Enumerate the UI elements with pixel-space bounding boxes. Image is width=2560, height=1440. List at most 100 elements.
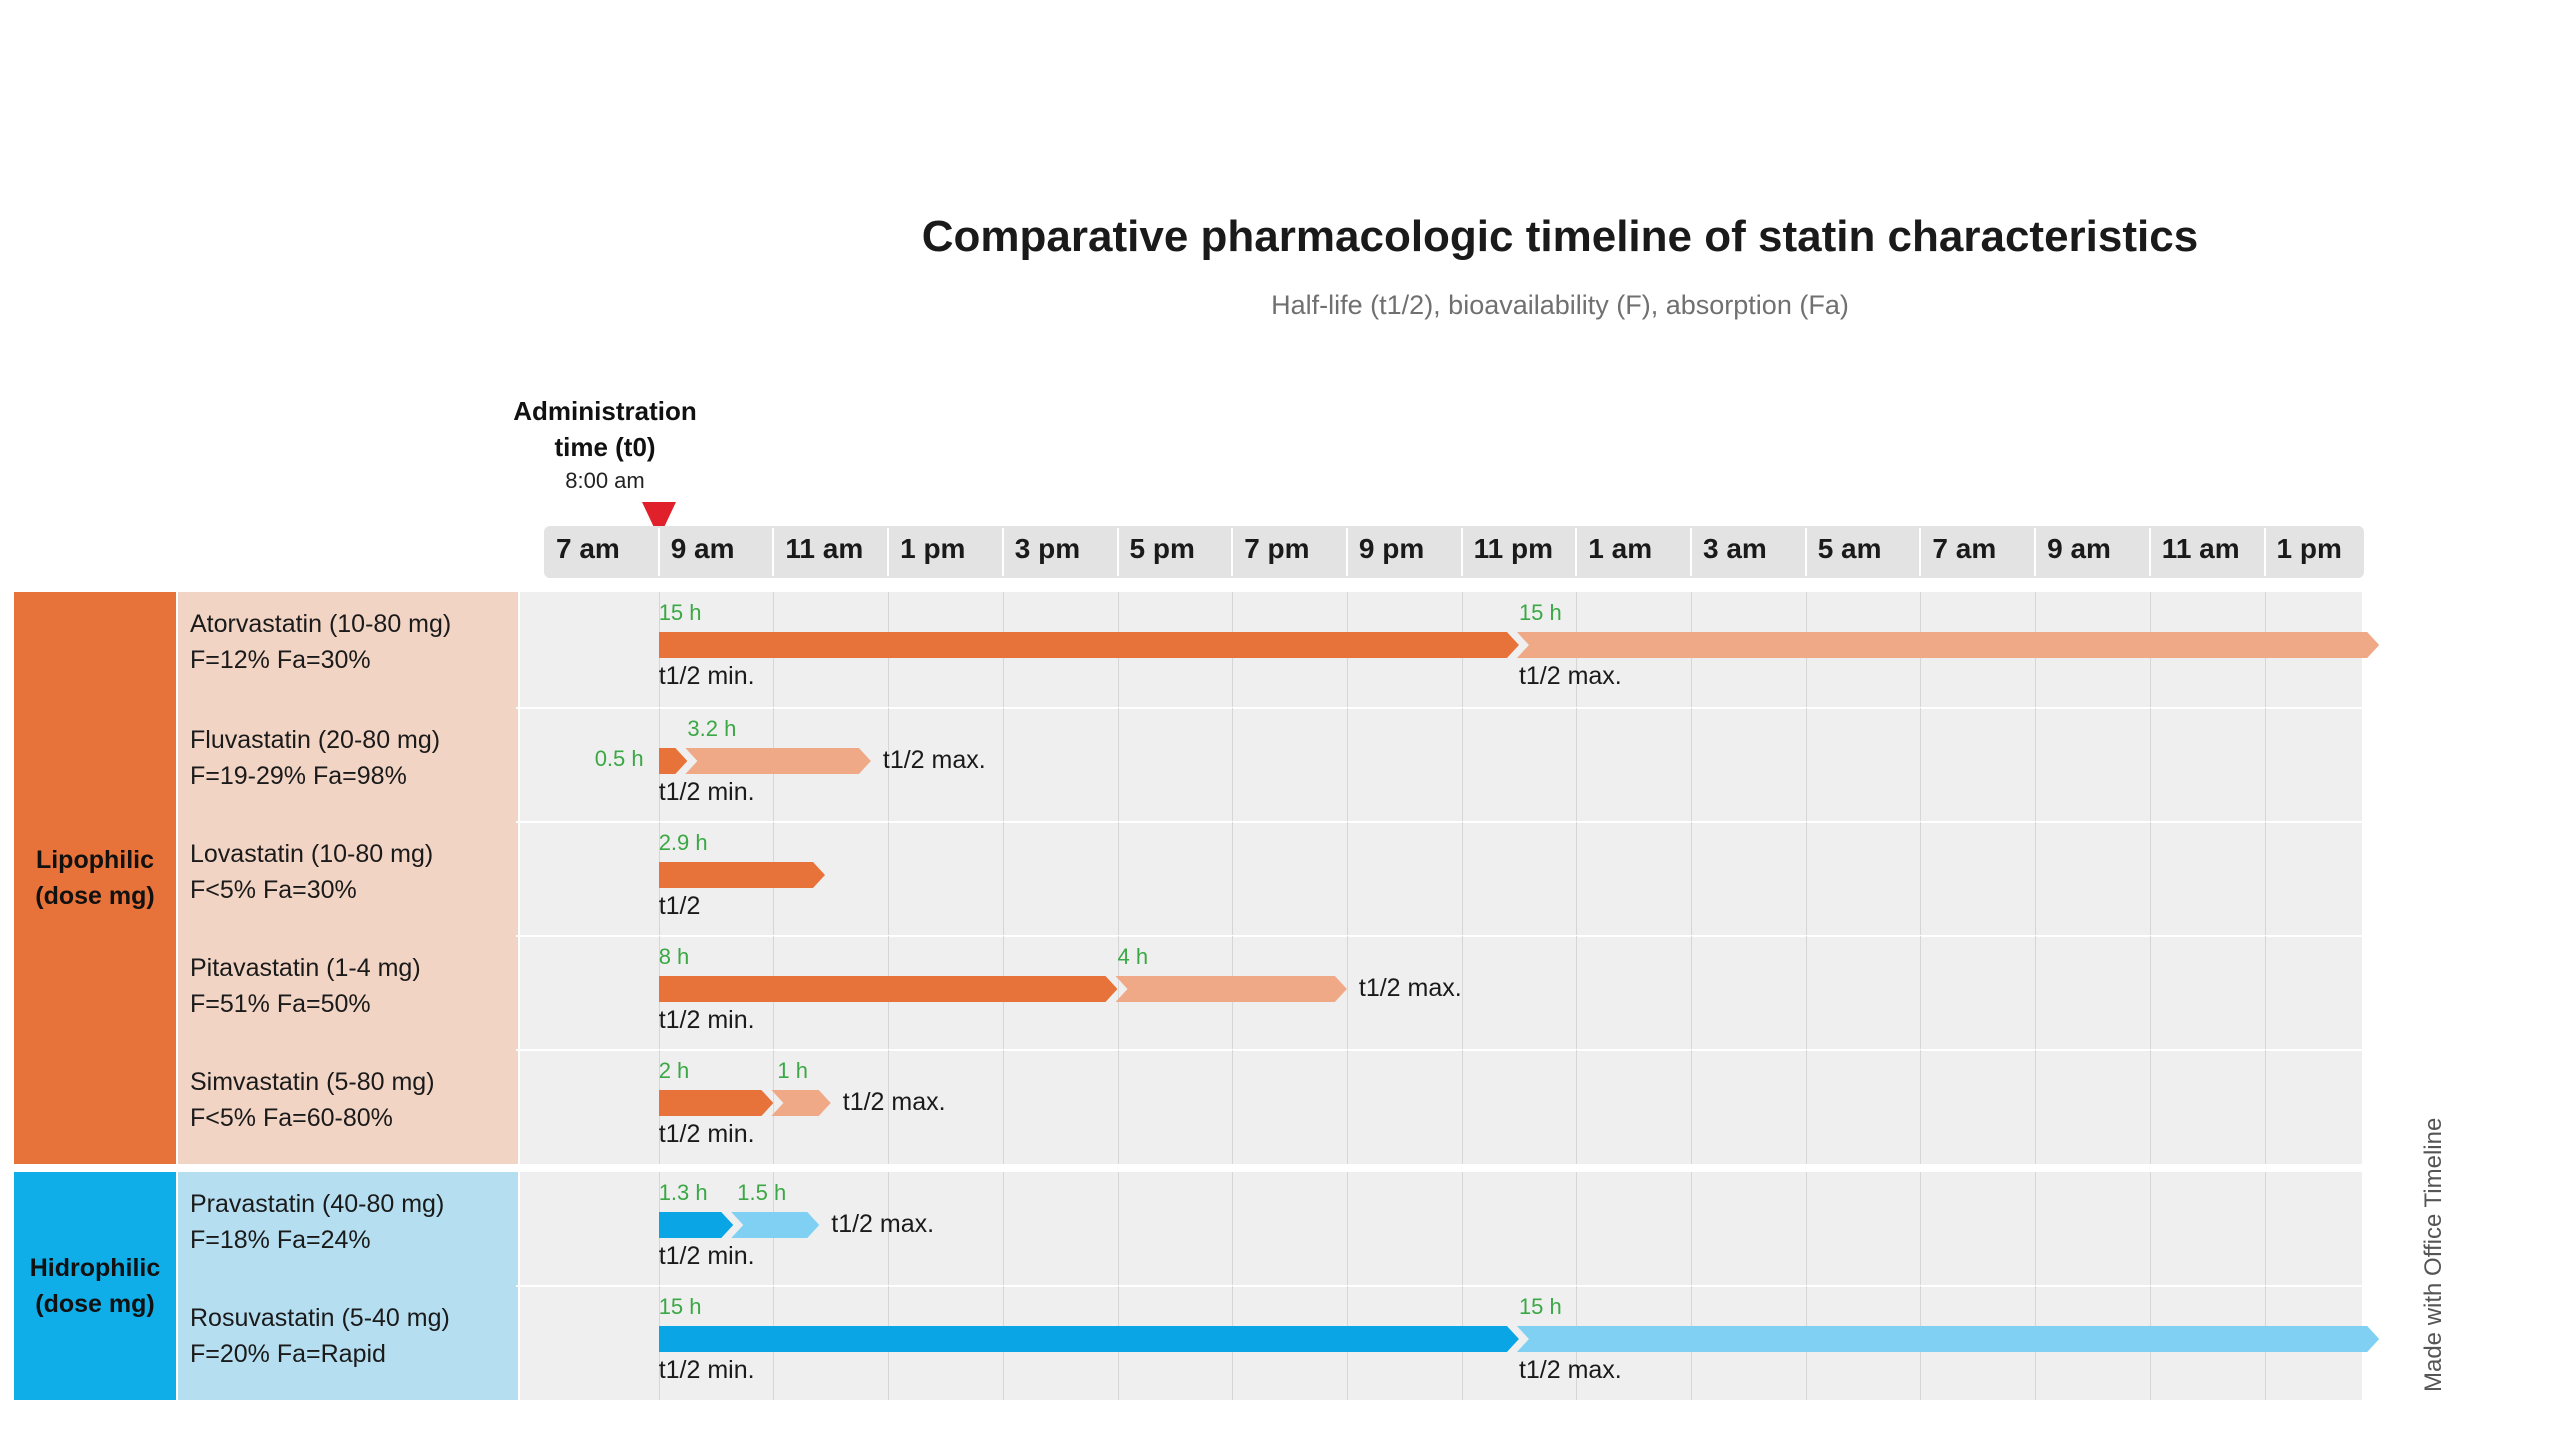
axis-tick-separator	[657, 528, 660, 576]
axis-tick-label: 9 pm	[1358, 533, 1425, 564]
half-life-max-bar	[731, 1212, 819, 1238]
grid-line	[1461, 936, 1463, 1050]
grid-line	[1346, 936, 1348, 1050]
half-life-max-bar	[1517, 1326, 2379, 1352]
axis-tick-label: 11 am	[2161, 533, 2240, 564]
row-label-panel	[178, 708, 518, 822]
half-life-min-bar	[659, 632, 1519, 658]
grid-line	[1346, 1172, 1348, 1286]
axis-tick-separator	[1919, 528, 1922, 576]
half-life-max-value: 1.5 h	[737, 1180, 787, 1205]
grid-line	[1232, 1050, 1234, 1164]
grid-line	[888, 1050, 890, 1164]
group-label-line1: Lipophilic	[35, 846, 155, 874]
axis-tick-separator	[1804, 528, 1807, 576]
grid-line	[2264, 936, 2266, 1050]
axis-tick-separator	[1345, 528, 1348, 576]
row-separator	[516, 707, 2362, 709]
row-label-panel	[178, 1172, 518, 1286]
grid-line	[1920, 708, 1922, 822]
half-life-min-bar	[659, 1326, 1519, 1352]
half-life-min-value: 2 h	[658, 1058, 690, 1083]
grid-line	[2264, 1050, 2266, 1164]
grid-line	[1920, 936, 1922, 1050]
grid-line	[1232, 708, 1234, 822]
grid-line	[1002, 822, 1004, 936]
axis-tick-separator	[1690, 528, 1692, 576]
axis-tick-label: 1 pm	[2276, 533, 2342, 564]
grid-line	[1805, 1050, 1807, 1164]
axis-tick-separator	[2148, 528, 2151, 576]
half-life-max-bar	[1517, 632, 2379, 658]
grid-line	[2149, 1172, 2151, 1286]
half-life-min-text: t1/2 min.	[658, 662, 755, 690]
axis-tick-separator	[1231, 528, 1234, 576]
half-life-max-value: 15 h	[1518, 600, 1562, 625]
group-label: Hidrophilic (dose mg)	[14, 1172, 176, 1400]
axis-tick-separator	[772, 528, 775, 576]
half-life-max-text: t1/2 max.	[1518, 662, 1622, 690]
grid-line	[1461, 822, 1463, 936]
grid-line	[1691, 936, 1692, 1050]
axis-tick-label: 5 am	[1817, 533, 1882, 564]
row-label-panel	[178, 936, 518, 1050]
grid-line	[2264, 1172, 2266, 1286]
grid-line	[1461, 1172, 1463, 1286]
grid-line	[888, 822, 890, 936]
grid-line	[1002, 708, 1004, 822]
half-life-max-value: 1 h	[777, 1058, 808, 1083]
half-life-max-value: 3.2 h	[687, 716, 737, 741]
drug-name: Simvastatin (5-80 mg)	[190, 1068, 435, 1096]
half-life-min-text: t1/2 min.	[658, 1006, 755, 1034]
drug-stats: F=20% Fa=Rapid	[190, 1340, 386, 1368]
watermark: Made with Office Timeline	[2418, 1032, 2458, 1392]
half-life-min-text: t1/2 min.	[658, 1242, 755, 1270]
half-life-min-text: t1/2	[658, 892, 701, 920]
time-axis-band	[544, 526, 2364, 578]
grid-line	[2149, 708, 2151, 822]
axis-tick-label: 1 am	[1588, 533, 1653, 564]
half-life-max-value: 4 h	[1117, 944, 1149, 969]
grid-line	[2035, 822, 2037, 936]
row-label-panel	[178, 1286, 518, 1400]
grid-line	[1461, 708, 1463, 822]
axis-tick-separator	[2034, 528, 2037, 576]
half-life-min-text: t1/2 min.	[658, 1356, 755, 1384]
half-life-min-bar	[659, 976, 1118, 1002]
drug-name: Pitavastatin (1-4 mg)	[190, 954, 421, 982]
half-life-max-text: t1/2 max.	[842, 1088, 946, 1116]
chart-title: Comparative pharmacologic timeline of st…	[921, 212, 2199, 261]
grid-line	[2149, 936, 2151, 1050]
half-life-max-bar	[685, 748, 871, 774]
row-label-panel	[178, 822, 518, 936]
drug-name: Atorvastatin (10-80 mg)	[190, 610, 452, 638]
half-life-max-text: t1/2 max.	[882, 746, 986, 774]
axis-tick-label: 7 am	[1932, 533, 1997, 564]
half-life-min-bar	[659, 862, 825, 888]
half-life-min-value: 2.9 h	[658, 830, 708, 855]
grid-line	[1805, 708, 1807, 822]
group-label-line1: Hidrophilic	[29, 1254, 161, 1282]
axis-tick-separator	[1575, 528, 1578, 576]
half-life-max-value: 15 h	[1518, 1294, 1562, 1319]
watermark-text: Made with Office Timeline	[2420, 1117, 2447, 1392]
grid-line	[1576, 708, 1578, 822]
grid-line	[1346, 1050, 1348, 1164]
chart-subtitle: Half-life (t1/2), bioavailability (F), a…	[1271, 290, 1849, 320]
administration-label: Administration time (t0)	[490, 393, 720, 465]
half-life-min-text: t1/2 min.	[658, 1120, 755, 1148]
grid-line	[1576, 936, 1578, 1050]
axis-tick-separator	[2263, 528, 2266, 576]
row-plot-area	[520, 822, 2362, 936]
grid-line	[2035, 936, 2037, 1050]
drug-name: Fluvastatin (20-80 mg)	[190, 726, 441, 754]
grid-line	[1805, 936, 1807, 1050]
grid-line	[1117, 936, 1119, 1050]
drug-stats: F=19-29% Fa=98%	[190, 762, 407, 790]
grid-line	[2035, 708, 2037, 822]
grid-line	[1691, 822, 1692, 936]
grid-line	[1805, 822, 1807, 936]
grid-line	[1461, 1050, 1463, 1164]
row-separator	[516, 935, 2362, 937]
grid-line	[1920, 1050, 1922, 1164]
